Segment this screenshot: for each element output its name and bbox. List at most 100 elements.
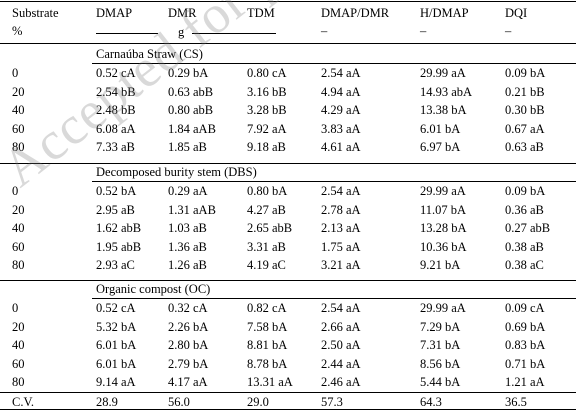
cell-dqi: 0.30 bB	[505, 103, 545, 117]
cell-substrate: 20	[12, 85, 25, 99]
cell-dmr: 2.26 bA	[168, 320, 209, 334]
cell-dmap-dmr: 2.54 aA	[321, 301, 361, 315]
cell-tdm: 7.58 bA	[247, 320, 288, 334]
cell-tdm: 4.19 aC	[247, 258, 286, 272]
cell-h-dmap: 14.93 abA	[420, 85, 473, 99]
cell-dmap-dmr: 2.78 aA	[321, 203, 361, 217]
cv-dmap-dmr: 57.3	[321, 395, 343, 409]
cell-dmap-dmr: 2.13 aA	[321, 221, 361, 235]
cell-dmr: 1.03 aB	[168, 221, 207, 235]
cell-h-dmap: 29.99 aA	[420, 184, 466, 198]
cell-substrate: 40	[12, 103, 25, 117]
cell-dmap-dmr: 1.75 aA	[321, 240, 361, 254]
section-rule	[92, 298, 576, 299]
cell-dqi: 0.09 bA	[505, 184, 546, 198]
cell-tdm: 4.27 aB	[247, 203, 286, 217]
cell-dqi: 0.27 abB	[505, 221, 551, 235]
cell-tdm: 3.16 bB	[247, 85, 287, 99]
header-h-dmap-unit: –	[420, 24, 427, 38]
cell-substrate: 20	[12, 203, 25, 217]
header-dmr: DMR	[168, 6, 197, 20]
cell-dqi: 0.09 cA	[505, 301, 545, 315]
cell-dmr: 1.26 aB	[168, 258, 207, 272]
cell-dmap-dmr: 2.46 aA	[321, 375, 361, 389]
cell-dmap: 6.01 bA	[96, 357, 137, 371]
cell-h-dmap: 8.56 bA	[420, 357, 461, 371]
cell-dmap: 5.32 bA	[96, 320, 137, 334]
header-rule	[0, 43, 576, 44]
top-rule	[0, 1, 576, 2]
cell-h-dmap: 9.21 bA	[420, 258, 461, 272]
cell-dmap-dmr: 4.94 aA	[321, 85, 361, 99]
cell-h-dmap: 10.36 bA	[420, 240, 467, 254]
cell-dmap: 6.01 bA	[96, 338, 137, 352]
section-separator-rule	[0, 163, 576, 164]
cell-h-dmap: 13.38 bA	[420, 103, 467, 117]
header-tdm: TDM	[247, 6, 275, 20]
cell-h-dmap: 6.97 bA	[420, 140, 461, 154]
cv-dqi: 36.5	[505, 395, 527, 409]
cell-h-dmap: 7.31 bA	[420, 338, 461, 352]
cell-dmr: 0.80 abB	[168, 103, 214, 117]
cell-dmap-dmr: 2.54 aA	[321, 184, 361, 198]
cell-dmr: 1.85 aB	[168, 140, 207, 154]
cell-h-dmap: 29.99 aA	[420, 66, 466, 80]
cell-dqi: 0.21 bB	[505, 85, 545, 99]
cell-dmap-dmr: 4.61 aA	[321, 140, 361, 154]
cell-tdm: 0.80 bA	[247, 184, 288, 198]
cell-dmap: 1.62 abB	[96, 221, 142, 235]
cv-tdm: 29.0	[247, 395, 269, 409]
cell-dqi: 1.21 aA	[505, 375, 545, 389]
cv-h-dmap: 64.3	[420, 395, 442, 409]
cell-tdm: 3.28 bB	[247, 103, 287, 117]
cell-dmap: 0.52 cA	[96, 301, 136, 315]
cell-dmr: 4.17 aA	[168, 375, 208, 389]
cell-substrate: 80	[12, 375, 25, 389]
header-dqi: DQI	[505, 6, 528, 20]
cell-dmap-dmr: 3.83 aA	[321, 122, 361, 136]
cell-tdm: 13.31 aA	[247, 375, 293, 389]
cell-dmr: 1.36 aB	[168, 240, 207, 254]
cell-tdm: 0.80 cA	[247, 66, 287, 80]
cell-substrate: 0	[12, 66, 19, 80]
cell-tdm: 2.65 abB	[247, 221, 293, 235]
cell-dmap: 7.33 aB	[96, 140, 135, 154]
cell-dmr: 0.29 aA	[168, 184, 208, 198]
cell-dmap-dmr: 2.54 aA	[321, 66, 361, 80]
cell-substrate: 20	[12, 320, 25, 334]
cell-dqi: 0.63 aB	[505, 140, 544, 154]
cell-dmr: 0.63 abB	[168, 85, 214, 99]
cell-tdm: 3.31 aB	[247, 240, 286, 254]
cell-substrate: 60	[12, 240, 25, 254]
header-dqi-unit: –	[505, 24, 512, 38]
cell-dqi: 0.67 aA	[505, 122, 545, 136]
cell-tdm: 7.92 aA	[247, 122, 287, 136]
cell-dmap: 6.08 aA	[96, 122, 136, 136]
cell-h-dmap: 13.28 bA	[420, 221, 467, 235]
cell-dmap: 2.54 bB	[96, 85, 136, 99]
cell-substrate: 40	[12, 221, 25, 235]
cell-tdm: 9.18 aB	[247, 140, 286, 154]
cell-dqi: 0.38 aB	[505, 240, 544, 254]
section-rule	[92, 181, 576, 182]
unit-underline-left	[96, 33, 158, 34]
cell-dmap: 2.93 aC	[96, 258, 135, 272]
cell-substrate: 80	[12, 258, 25, 272]
header-h-dmap: H/DMAP	[420, 6, 469, 20]
section-rule	[92, 63, 576, 64]
cell-substrate: 60	[12, 357, 25, 371]
header-dmap-dmr-unit: –	[321, 24, 328, 38]
header-substrate-unit: %	[12, 24, 23, 38]
bottom-rule	[0, 409, 576, 410]
cell-tdm: 8.78 bA	[247, 357, 288, 371]
unit-underline-right	[192, 33, 276, 34]
cell-dqi: 0.71 bA	[505, 357, 546, 371]
cell-tdm: 0.82 cA	[247, 301, 287, 315]
cell-dmap: 9.14 aA	[96, 375, 136, 389]
cell-dmap: 1.95 abB	[96, 240, 142, 254]
cell-substrate: 40	[12, 338, 25, 352]
cell-h-dmap: 7.29 bA	[420, 320, 461, 334]
cell-dqi: 0.36 aB	[505, 203, 544, 217]
cell-dmr: 1.84 aAB	[168, 122, 216, 136]
